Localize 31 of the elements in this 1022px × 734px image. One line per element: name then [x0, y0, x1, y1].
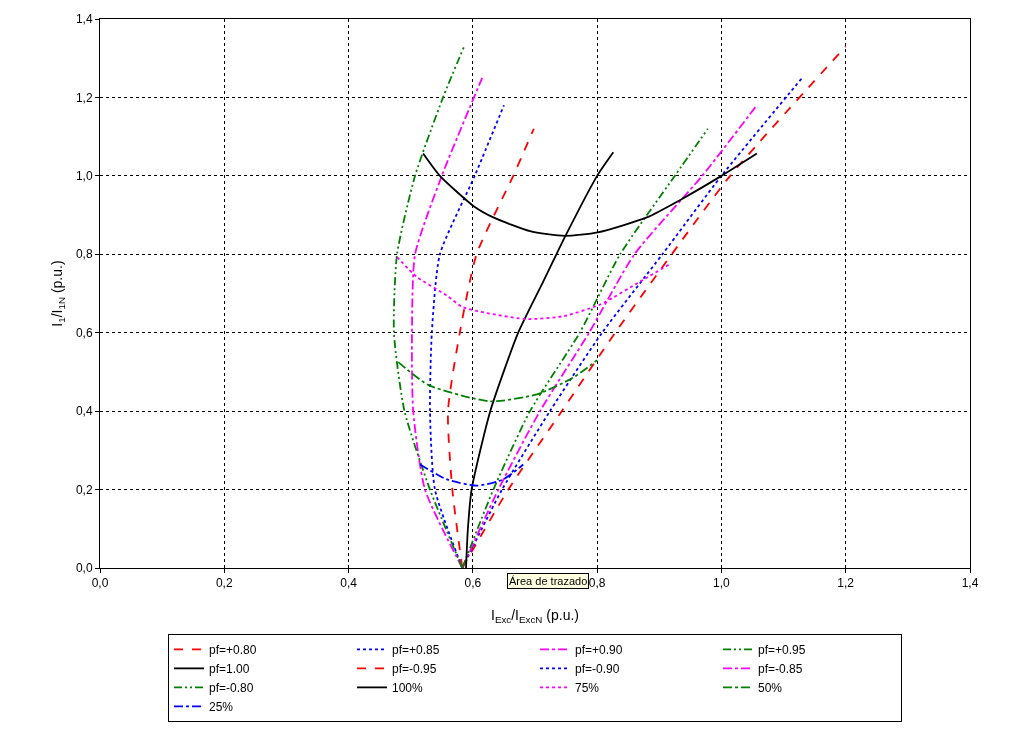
legend-label: 50%: [758, 681, 783, 696]
x-tick-label: 1,0: [713, 576, 731, 591]
y-tick-label: 1,2: [75, 90, 93, 105]
x-tick-label: 0,6: [464, 576, 482, 591]
legend-label: pf=-0.90: [575, 662, 620, 677]
y-tick-label: 0,8: [75, 247, 93, 262]
y-tick-label: 1,4: [75, 12, 93, 27]
y-tick-label: 1,0: [75, 169, 93, 184]
x-tick-label: 1,2: [837, 576, 855, 591]
x-tick-label: 0,0: [91, 576, 109, 591]
text: Área de trazado: [509, 575, 588, 587]
x-tick-label: 0,2: [215, 576, 233, 591]
y-tick-label: 0,0: [75, 561, 93, 576]
x-tick-label: 0,4: [340, 576, 358, 591]
x-axis-title: I$_{Exc}$/I$_{ExcN}$ (p.u.): [490, 607, 580, 625]
legend-label: 100%: [392, 681, 424, 696]
legend-label: pf=+0.85: [392, 643, 440, 658]
legend-label: 75%: [575, 681, 600, 696]
legend-label: pf=+0.90: [575, 643, 623, 658]
legend-label: pf=1.00: [209, 662, 250, 677]
x-tick-label: 0,8: [588, 576, 606, 591]
legend-label: pf=-0.80: [209, 681, 254, 696]
y-tick-label: 0,4: [75, 404, 93, 419]
y-tick-label: 0,2: [75, 482, 93, 497]
legend-label: pf=-0.95: [392, 662, 437, 677]
legend-label: pf=+0.80: [209, 643, 257, 658]
y-tick-label: 0,6: [75, 325, 93, 340]
legend-label: 25%: [209, 700, 234, 715]
x-tick-label: 1,4: [961, 576, 979, 591]
legend-label: pf=+0.95: [758, 643, 806, 658]
legend-label: pf=-0.85: [758, 662, 803, 677]
